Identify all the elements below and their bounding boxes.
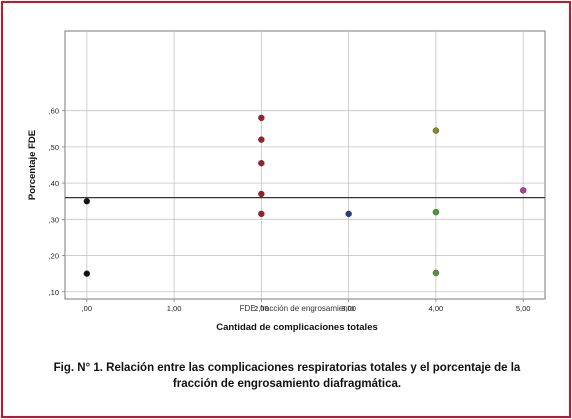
y-tick-label: ,30 — [49, 215, 59, 224]
x-tick-label: 3,00 — [341, 304, 356, 313]
note-text: FDE: fracción de engrosamiento — [240, 304, 355, 313]
data-point — [432, 127, 440, 134]
data-point — [83, 270, 91, 277]
data-point — [345, 210, 352, 218]
data-point — [258, 159, 265, 167]
caption-line-1: Fig. N° 1. Relación entre las complicaci… — [53, 362, 521, 374]
data-point — [258, 114, 265, 122]
data-points — [83, 114, 527, 277]
data-point — [432, 208, 440, 216]
data-point — [519, 187, 527, 194]
data-point — [83, 198, 91, 205]
y-tick-label: ,60 — [49, 107, 59, 116]
caption-line-2: fracción de engrosamiento diafragmática. — [172, 378, 402, 390]
x-tick-label: 5,00 — [516, 304, 531, 313]
tick-labels: ,00 1,00 2,00 3,00 4,00 5,00 ,10 ,20 ,30 ,40 ,50 ,6… — [49, 107, 531, 313]
scatter-chart: ,00 1,00 2,00 3,00 4,00 5,00 ,10 ,20 ,30 ,40 ,50 ,6… — [27, 30, 546, 333]
x-tick-label: 4,00 — [429, 304, 444, 313]
x-tick-label: ,00 — [82, 304, 92, 313]
x-tick-label: 2,00 — [254, 304, 269, 313]
data-point — [258, 190, 265, 198]
y-tick-label: ,20 — [49, 252, 59, 261]
x-axis-title: Cantidad de complicaciones totales — [216, 322, 378, 333]
x-tick-label: 1,00 — [167, 304, 182, 313]
y-axis-title: Porcentaje FDE — [27, 130, 38, 200]
y-tick-label: ,40 — [49, 179, 59, 188]
figure-caption: Fig. N° 1. Relación entre las complicaci… — [13, 360, 561, 392]
data-point — [432, 269, 440, 277]
data-point — [258, 136, 265, 143]
plot-area — [64, 30, 546, 300]
y-tick-label: ,10 — [49, 288, 59, 297]
data-point — [258, 210, 265, 218]
y-tick-label: ,50 — [49, 143, 59, 152]
